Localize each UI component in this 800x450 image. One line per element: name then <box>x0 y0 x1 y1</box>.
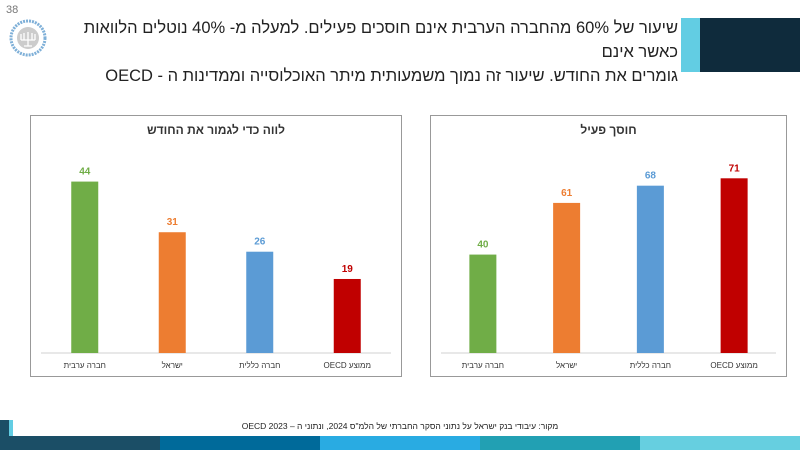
chart-plot: 44 חברה ערבית 31 ישראל 26 חברה כללית 19 ממוצע O… <box>41 167 391 370</box>
data-label: 44 <box>79 167 91 178</box>
bar <box>158 232 186 353</box>
category-label: ממוצע OECD <box>710 361 757 370</box>
category-label: חברה כללית <box>239 361 280 370</box>
data-label: 31 <box>167 217 179 228</box>
bar <box>333 278 361 353</box>
footer-strip <box>0 436 800 450</box>
bar <box>71 181 99 353</box>
chart-active-saver: חוסך פעיל 40 חברה ערבית 61 ישראל 68 חברה כללי… <box>430 115 787 377</box>
chart-borrowing: לווה כדי לגמור את החודש 44 חברה ערבית 31 יש… <box>30 115 402 377</box>
category-label: ישראל <box>162 361 183 370</box>
category-label: ממוצע OECD <box>324 361 371 370</box>
category-label: חברה כללית <box>630 361 671 370</box>
data-label: 71 <box>729 163 741 174</box>
title-line-2: גומרים את החודש. שיעור זה נמוך משמעותית … <box>105 67 678 85</box>
category-label: חברה ערבית <box>64 361 106 370</box>
category-label: ישראל <box>556 361 577 370</box>
source-note: מקור: עיבודי בנק ישראל על נתוני הסקר החב… <box>241 421 559 431</box>
data-label: 40 <box>477 240 489 251</box>
bar <box>553 202 581 353</box>
category-label: חברה ערבית <box>462 361 504 370</box>
chart-title: חוסך פעיל <box>580 123 637 137</box>
data-label: 19 <box>342 264 354 275</box>
chart-plot: 40 חברה ערבית 61 ישראל 68 חברה כללית 71 ממוצע O… <box>441 163 776 370</box>
footer-marker <box>9 420 13 436</box>
data-label: 68 <box>645 171 657 182</box>
chart-title: לווה כדי לגמור את החודש <box>147 123 285 137</box>
bar <box>469 254 497 353</box>
header-accent <box>681 18 700 72</box>
bank-of-israel-logo <box>9 19 47 57</box>
footer-marker <box>0 420 9 436</box>
slide-title: שיעור של 60% מהחברה הערבית אינם חוסכים פ… <box>78 16 678 88</box>
data-label: 26 <box>254 237 266 248</box>
data-label: 61 <box>561 188 573 199</box>
bar <box>720 178 748 353</box>
bar <box>636 185 664 353</box>
bar <box>246 251 274 353</box>
header-block <box>700 18 800 72</box>
title-line-1: שיעור של 60% מהחברה הערבית אינם חוסכים פ… <box>83 19 678 61</box>
page-number: 38 <box>6 4 19 16</box>
